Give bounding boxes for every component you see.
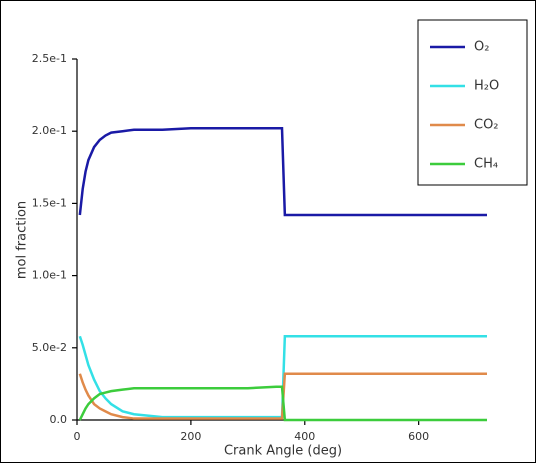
- y-tick-label: 2.0e-1: [32, 124, 67, 137]
- legend-label: O₂: [474, 40, 489, 55]
- x-tick-label: 400: [294, 430, 315, 443]
- y-tick-label: 5.0e-2: [32, 341, 67, 354]
- y-tick-label: 2.5e-1: [32, 52, 67, 65]
- line: [78, 127, 487, 217]
- y-axis-label: mol fraction: [15, 201, 30, 279]
- x-tick-label: 600: [408, 430, 429, 443]
- legend-label: CH₄: [474, 157, 498, 172]
- line: [78, 334, 487, 419]
- legend-label: H₂O: [474, 79, 499, 94]
- line: [78, 385, 487, 422]
- x-tick-label: 200: [180, 430, 201, 443]
- x-axis-label: Crank Angle (deg): [224, 444, 342, 459]
- x-tick-label: 0: [74, 430, 81, 443]
- legend-box: [417, 19, 528, 186]
- legend-label: CO₂: [474, 118, 499, 133]
- y-tick-label: 1.0e-1: [32, 269, 67, 282]
- y-tick-label: 0.0: [50, 413, 68, 426]
- y-tick-label: 1.5e-1: [32, 196, 67, 209]
